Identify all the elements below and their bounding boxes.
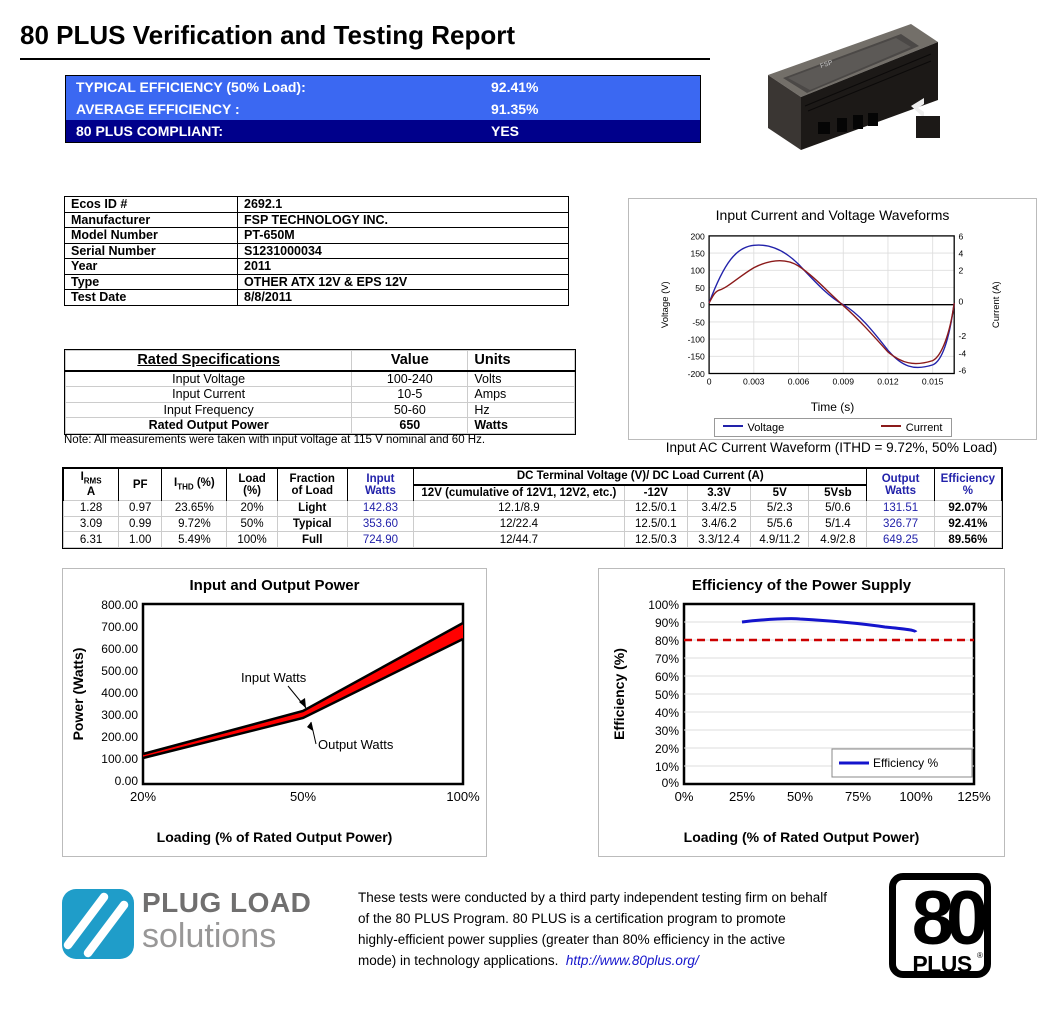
svg-text:400.00: 400.00	[101, 686, 138, 700]
svg-text:50%: 50%	[290, 789, 316, 804]
svg-text:600.00: 600.00	[101, 642, 138, 656]
svg-text:Efficiency (%): Efficiency (%)	[611, 648, 627, 740]
svg-text:30%: 30%	[655, 724, 679, 738]
svg-text:Input Watts: Input Watts	[241, 670, 307, 685]
svg-text:PLUS: PLUS	[912, 951, 972, 977]
svg-text:20%: 20%	[655, 742, 679, 756]
svg-text:75%: 75%	[845, 789, 871, 804]
svg-text:50: 50	[695, 283, 705, 293]
svg-text:90%: 90%	[655, 616, 679, 630]
svg-text:0%: 0%	[675, 789, 694, 804]
svg-text:-50: -50	[692, 317, 705, 327]
svg-text:0: 0	[707, 377, 712, 387]
svg-text:800.00: 800.00	[101, 598, 138, 612]
svg-text:-4: -4	[958, 348, 966, 358]
svg-text:200.00: 200.00	[101, 730, 138, 744]
svg-text:20%: 20%	[130, 789, 156, 804]
svg-text:-2: -2	[958, 331, 966, 341]
svg-text:40%: 40%	[655, 706, 679, 720]
svg-text:60%: 60%	[655, 670, 679, 684]
svg-text:200: 200	[690, 231, 705, 241]
svg-text:Current (A): Current (A)	[991, 281, 1002, 328]
svg-text:0%: 0%	[662, 776, 680, 790]
svg-text:0.015: 0.015	[922, 377, 944, 387]
svg-text:0: 0	[700, 300, 705, 310]
svg-text:50%: 50%	[787, 789, 813, 804]
svg-text:70%: 70%	[655, 652, 679, 666]
svg-text:10%: 10%	[655, 760, 679, 774]
svg-text:500.00: 500.00	[101, 664, 138, 678]
svg-text:100%: 100%	[648, 598, 679, 612]
svg-text:Output Watts: Output Watts	[318, 737, 394, 752]
svg-text:0.006: 0.006	[788, 377, 810, 387]
svg-text:25%: 25%	[729, 789, 755, 804]
svg-text:2: 2	[958, 266, 963, 276]
svg-text:0.003: 0.003	[743, 377, 765, 387]
svg-text:6: 6	[958, 231, 963, 241]
svg-text:125%: 125%	[957, 789, 991, 804]
svg-text:80%: 80%	[655, 634, 679, 648]
svg-text:50%: 50%	[655, 688, 679, 702]
svg-text:Efficiency %: Efficiency %	[873, 756, 938, 770]
svg-text:-6: -6	[958, 366, 966, 376]
svg-text:®: ®	[977, 951, 983, 960]
svg-text:100.00: 100.00	[101, 752, 138, 766]
svg-text:0.012: 0.012	[877, 377, 899, 387]
svg-text:300.00: 300.00	[101, 708, 138, 722]
svg-text:-150: -150	[688, 352, 705, 362]
svg-text:0.00: 0.00	[115, 774, 139, 788]
svg-text:-100: -100	[688, 335, 705, 345]
svg-text:4: 4	[958, 249, 963, 259]
svg-text:100%: 100%	[446, 789, 480, 804]
svg-text:-200: -200	[688, 369, 705, 379]
svg-text:80: 80	[912, 880, 986, 961]
svg-text:700.00: 700.00	[101, 620, 138, 634]
svg-text:150: 150	[690, 249, 705, 259]
svg-text:Voltage (V): Voltage (V)	[660, 281, 671, 328]
svg-text:0: 0	[958, 297, 963, 307]
svg-text:100%: 100%	[899, 789, 933, 804]
svg-text:100: 100	[690, 266, 705, 276]
svg-text:Power (Watts): Power (Watts)	[70, 648, 86, 741]
svg-text:0.009: 0.009	[832, 377, 854, 387]
